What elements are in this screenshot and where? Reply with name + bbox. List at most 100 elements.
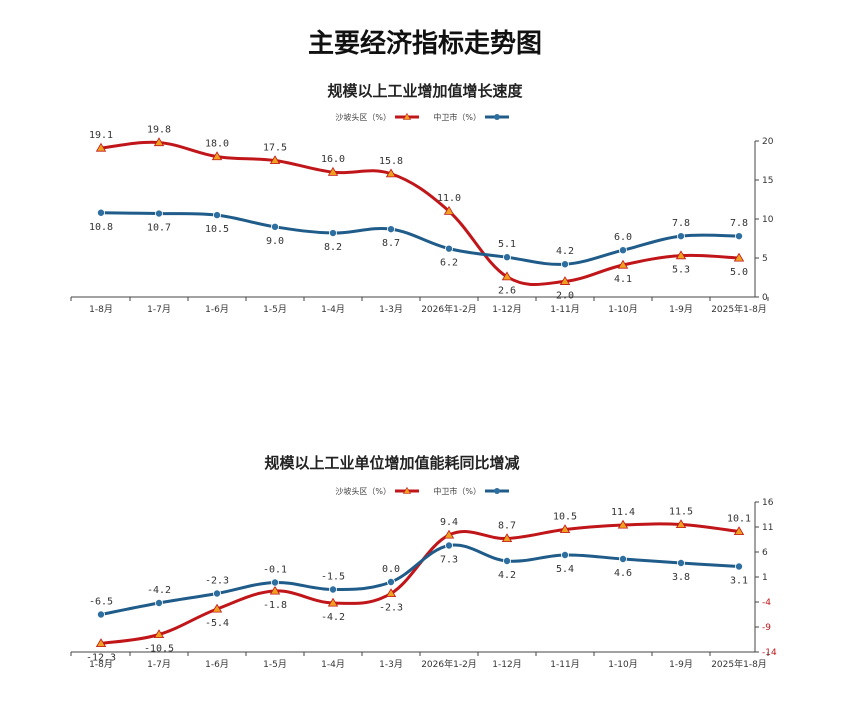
data-point-shapotou: [269, 585, 281, 595]
data-label-zhongwei: 8.2: [324, 242, 342, 253]
y-tick-label: 11: [762, 523, 773, 533]
data-label-shapotou: -1.8: [263, 600, 287, 611]
data-label-shapotou: 18.0: [205, 139, 229, 150]
data-label-shapotou: 10.5: [553, 512, 577, 523]
x-tick-label: 1-7月: [147, 304, 171, 315]
series-line-zhongwei: [99, 543, 741, 616]
data-point-zhongwei: [444, 541, 453, 550]
y-tick-label: 16: [762, 498, 774, 508]
x-tick-label: 1-10月: [608, 659, 637, 670]
data-label-shapotou: 8.7: [498, 521, 516, 532]
data-label-shapotou: 16.0: [321, 154, 345, 165]
data-point-shapotou: [327, 597, 339, 607]
legend-marker-zhongwei: [494, 488, 500, 494]
data-point-shapotou: [95, 142, 107, 152]
data-label-zhongwei: -4.2: [147, 585, 171, 596]
data-label-zhongwei: 4.2: [556, 246, 574, 257]
x-tick-label: 1-11月: [550, 659, 579, 670]
data-point-shapotou: [617, 259, 629, 269]
data-label-shapotou: 17.5: [263, 143, 287, 154]
data-point-zhongwei: [735, 232, 744, 241]
y-tick-label: -4: [762, 598, 771, 608]
legend-marker-zhongwei: [494, 114, 500, 120]
chart-title: 规模以上工业增加值增长速度: [327, 82, 523, 100]
x-tick-label: 1-4月: [321, 304, 345, 315]
page-title: 主要经济指标走势图: [308, 28, 542, 59]
data-point-shapotou: [733, 526, 745, 536]
legend-label-shapotou: 沙坡头区（%）: [335, 112, 391, 122]
data-point-shapotou: [385, 588, 397, 598]
data-point-zhongwei: [154, 599, 163, 608]
data-label-shapotou: 9.4: [440, 517, 458, 528]
data-point-zhongwei: [270, 222, 279, 231]
x-tick-label: 1-11月: [550, 304, 579, 315]
data-point-zhongwei: [502, 253, 511, 262]
data-label-zhongwei: -2.3: [205, 576, 229, 587]
legend-marker-shapotou: [402, 112, 412, 120]
data-label-shapotou: -12.3: [86, 653, 116, 664]
data-label-shapotou: 10.1: [727, 514, 751, 525]
data-label-zhongwei: 3.1: [730, 576, 748, 587]
data-point-shapotou: [211, 151, 223, 161]
data-point-zhongwei: [154, 209, 163, 218]
plot-area: -14-9-41611162025年1-8月1-9月1-10月1-11月1-12…: [70, 498, 777, 670]
x-tick-label: 2025年1-8月: [711, 658, 767, 670]
data-point-shapotou: [617, 519, 629, 529]
data-point-zhongwei: [270, 578, 279, 587]
x-tick-label: 2026年1-2月: [421, 303, 477, 315]
data-label-zhongwei: 10.7: [147, 223, 171, 234]
data-label-zhongwei: 6.0: [614, 232, 632, 243]
data-point-zhongwei: [619, 246, 628, 255]
data-label-shapotou: 15.8: [379, 156, 403, 167]
x-tick-label: 1-12月: [492, 304, 521, 315]
y-tick-label: -14: [762, 648, 777, 658]
y-tick-label: 1: [762, 573, 768, 583]
y-tick-label: 5: [762, 254, 768, 264]
legend-label-shapotou: 沙坡头区（%）: [335, 486, 391, 496]
data-point-shapotou: [211, 603, 223, 613]
data-label-shapotou: -5.4: [205, 618, 229, 629]
data-point-zhongwei: [212, 589, 221, 598]
energy-consumption-chart: 规模以上工业单位增加值能耗同比增减 中卫市（%） 沙坡头区（%） -14 -9 -4 1…: [70, 454, 777, 670]
data-point-shapotou: [501, 271, 513, 281]
data-label-shapotou: -2.3: [379, 603, 403, 614]
data-label-zhongwei: 10.5: [205, 224, 229, 235]
data-point-zhongwei: [677, 232, 686, 241]
data-point-zhongwei: [212, 211, 221, 220]
data-label-zhongwei: -6.5: [89, 597, 113, 608]
x-tick-label: 1-8月: [89, 304, 113, 315]
series-line-shapotou: [99, 522, 741, 645]
data-point-zhongwei: [735, 562, 744, 571]
data-label-zhongwei: 6.2: [440, 258, 458, 269]
data-point-zhongwei: [561, 551, 570, 560]
data-point-shapotou: [327, 166, 339, 176]
data-label-zhongwei: 10.8: [89, 222, 113, 233]
legend: 中卫市（%） 沙坡头区（%）: [335, 486, 509, 496]
data-label-zhongwei: 7.8: [730, 218, 748, 229]
y-tick-label: -9: [762, 623, 771, 633]
legend-label-zhongwei: 中卫市（%）: [433, 112, 481, 122]
y-tick-label: 15: [762, 176, 773, 186]
x-tick-label: 1-12月: [492, 659, 521, 670]
data-point-zhongwei: [561, 260, 570, 269]
data-point-shapotou: [559, 276, 571, 285]
data-point-shapotou: [153, 137, 165, 147]
data-label-shapotou: 11.5: [669, 507, 693, 518]
data-point-shapotou: [153, 629, 165, 639]
data-label-shapotou: 19.1: [89, 130, 113, 141]
x-tick-label: 1-5月: [263, 304, 287, 315]
x-tick-label: 1-7月: [147, 659, 171, 670]
x-tick-label: 1-3月: [379, 304, 403, 315]
data-label-zhongwei: 3.8: [672, 572, 690, 583]
x-tick-label: 1-4月: [321, 659, 345, 670]
data-label-zhongwei: 5.1: [498, 239, 516, 250]
x-tick-label: 1-5月: [263, 659, 287, 670]
data-label-zhongwei: 7.8: [672, 218, 690, 229]
data-label-shapotou: 19.8: [147, 125, 171, 136]
data-point-zhongwei: [619, 555, 628, 564]
data-label-shapotou: 5.3: [672, 265, 690, 276]
data-point-shapotou: [443, 205, 455, 215]
data-point-zhongwei: [97, 610, 106, 619]
data-label-zhongwei: -1.5: [321, 572, 345, 583]
plot-area: 0 5 10 15 20 2025年1-8月 1-9月 1-10月 1-11月 1-12月 2026…: [70, 125, 774, 315]
